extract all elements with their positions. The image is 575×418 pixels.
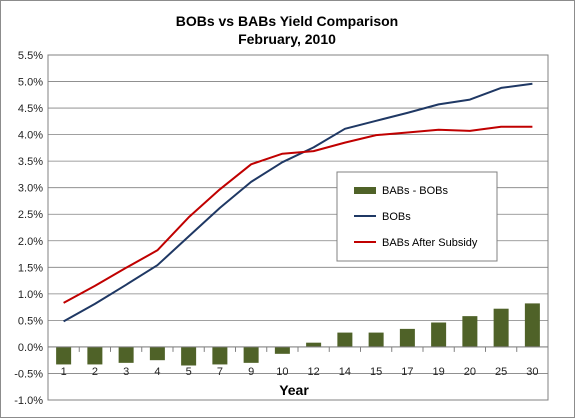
x-tick-label: 1 xyxy=(61,366,67,378)
bar-babs-bobs xyxy=(493,308,509,347)
bar-babs-bobs xyxy=(337,332,353,347)
bar-babs-bobs xyxy=(274,346,290,354)
y-tick-label: 0.0% xyxy=(18,342,43,354)
y-tick-label: 0.5% xyxy=(18,315,43,327)
legend-swatch-bar xyxy=(354,187,376,194)
legend-label-babs-bobs: BABs - BOBs xyxy=(382,185,449,197)
bar-babs-bobs xyxy=(524,303,540,347)
x-tick-label: 19 xyxy=(433,366,445,378)
chart-subtitle: February, 2010 xyxy=(238,31,336,47)
legend-label-babs-after-subsidy: BABs After Subsidy xyxy=(382,237,478,249)
plot-area: -1.0% -0.5% 0.0% 0.5% 1.0% 1.5% 2.0% 2.5% 3.0% 3.… xyxy=(14,50,549,407)
x-tick-label: 30 xyxy=(526,366,538,378)
y-tick-label: 3.5% xyxy=(18,156,43,168)
bar-babs-bobs xyxy=(431,322,447,347)
bar-babs-bobs xyxy=(56,346,72,365)
bar-babs-bobs xyxy=(306,342,322,347)
bar-babs-bobs xyxy=(212,346,228,365)
x-tick-label: 15 xyxy=(370,366,382,378)
y-tick-label: 4.0% xyxy=(18,130,43,142)
x-tick-label: 25 xyxy=(495,366,507,378)
x-tick-label: 17 xyxy=(401,366,413,378)
y-tick-label: 2.5% xyxy=(18,209,43,221)
x-axis-title: Year xyxy=(279,382,309,398)
chart-title: BOBs vs BABs Yield Comparison xyxy=(176,13,399,29)
x-tick-label: 7 xyxy=(217,366,223,378)
x-tick-label: 10 xyxy=(276,366,288,378)
y-tick-label: 1.5% xyxy=(18,262,43,274)
y-tick-label: 2.0% xyxy=(18,236,43,248)
x-tick-label: 3 xyxy=(123,366,129,378)
y-tick-label: 3.0% xyxy=(18,183,43,195)
bar-babs-bobs xyxy=(181,346,197,366)
legend: BABs - BOBs BOBs BABs After Subsidy xyxy=(336,171,498,262)
x-tick-label: 5 xyxy=(186,366,192,378)
bar-babs-bobs xyxy=(243,346,259,363)
x-tick-label: 12 xyxy=(308,366,320,378)
line-babs-after-subsidy xyxy=(63,125,533,304)
bar-babs-bobs xyxy=(462,316,478,347)
bar-babs-bobs xyxy=(87,346,103,365)
x-tick-label: 14 xyxy=(339,366,351,378)
y-tick-label: -0.5% xyxy=(14,368,43,380)
y-tick-label: -1.0% xyxy=(14,395,43,407)
line-bobs xyxy=(63,82,533,323)
bar-babs-bobs xyxy=(399,328,415,347)
y-tick-label: 1.0% xyxy=(18,289,43,301)
bar-babs-bobs xyxy=(118,346,134,363)
y-tick-label: 4.5% xyxy=(18,103,43,115)
x-tick-label: 2 xyxy=(92,366,98,378)
y-tick-label: 5.5% xyxy=(18,50,43,62)
x-tick-label: 9 xyxy=(248,366,254,378)
legend-label-bobs: BOBs xyxy=(382,211,411,223)
bar-babs-bobs xyxy=(149,346,165,361)
y-tick-label: 5.0% xyxy=(18,77,43,89)
x-tick-label: 4 xyxy=(154,366,160,378)
x-tick-label: 20 xyxy=(464,366,476,378)
bar-babs-bobs xyxy=(368,332,384,347)
